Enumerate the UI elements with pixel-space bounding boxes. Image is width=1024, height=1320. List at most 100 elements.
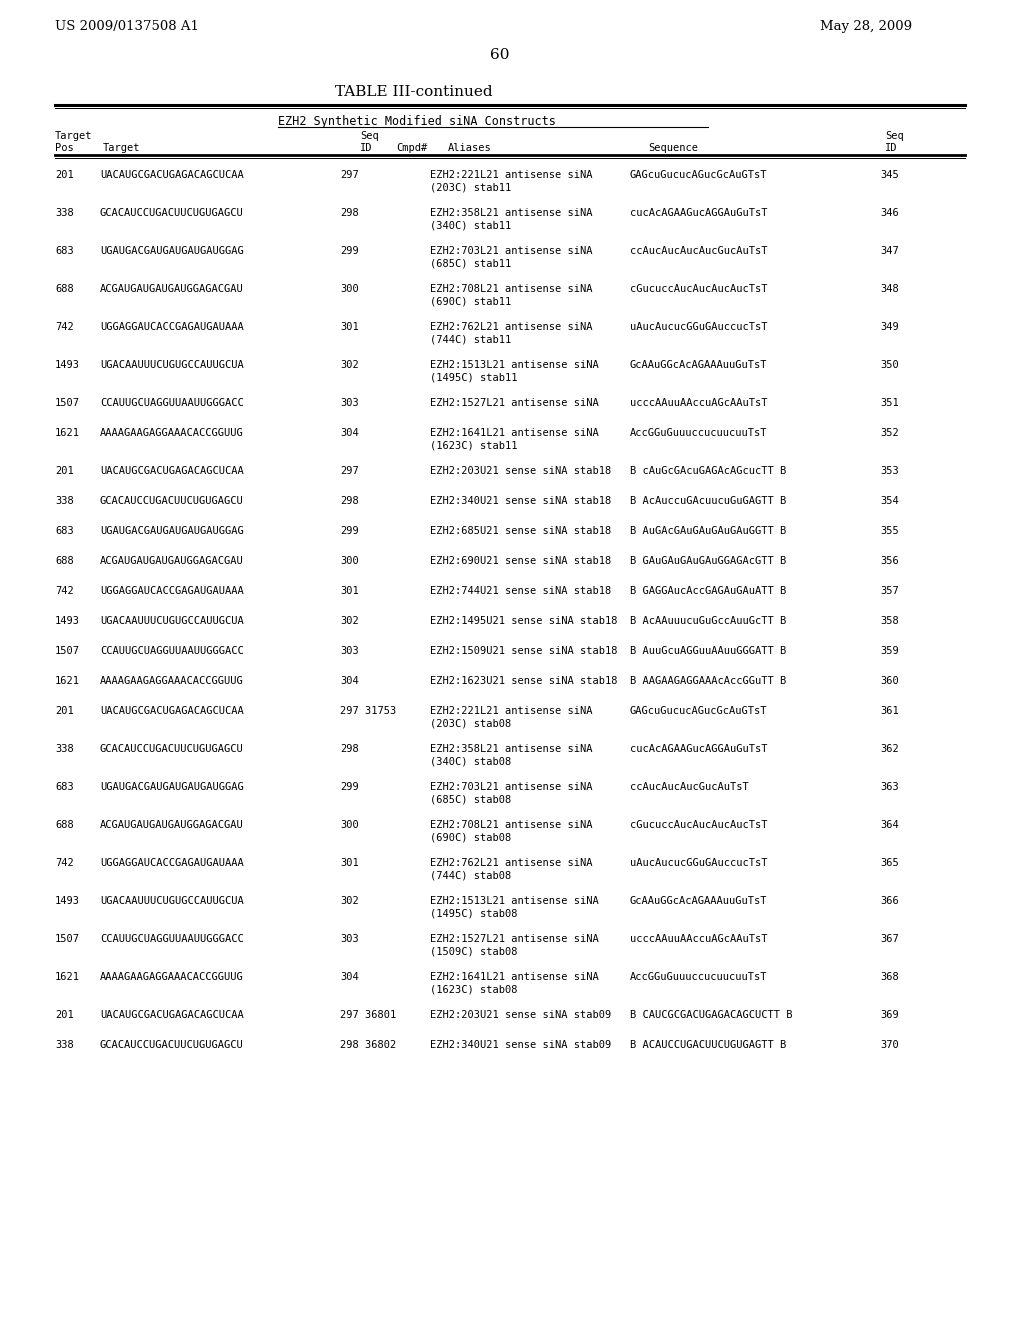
Text: 366: 366 [880,896,899,906]
Text: ccAucAucAucAucGucAuTsT: ccAucAucAucAucGucAuTsT [630,246,768,256]
Text: B AuGAcGAuGAuGAuGAuGGTT B: B AuGAcGAuGAuGAuGAuGGTT B [630,525,786,536]
Text: 350: 350 [880,360,899,370]
Text: 351: 351 [880,399,899,408]
Text: EZH2:703L21 antisense siNA: EZH2:703L21 antisense siNA [430,781,593,792]
Text: cucAcAGAAGucAGGAuGuTsT: cucAcAGAAGucAGGAuGuTsT [630,209,768,218]
Text: EZH2:1527L21 antisense siNA: EZH2:1527L21 antisense siNA [430,399,599,408]
Text: 1507: 1507 [55,399,80,408]
Text: UACAUGCGACUGAGACAGCUCAA: UACAUGCGACUGAGACAGCUCAA [100,1010,244,1020]
Text: ccAucAucAucGucAuTsT: ccAucAucAucGucAuTsT [630,781,749,792]
Text: 359: 359 [880,645,899,656]
Text: 302: 302 [340,896,358,906]
Text: ACGAUGAUGAUGAUGGAGACGAU: ACGAUGAUGAUGAUGGAGACGAU [100,284,244,294]
Text: 742: 742 [55,586,74,597]
Text: 346: 346 [880,209,899,218]
Text: cGucuccAucAucAucAucTsT: cGucuccAucAucAucAucTsT [630,820,768,830]
Text: cucAcAGAAGucAGGAuGuTsT: cucAcAGAAGucAGGAuGuTsT [630,744,768,754]
Text: 338: 338 [55,1040,74,1049]
Text: 688: 688 [55,820,74,830]
Text: 298: 298 [340,744,358,754]
Text: EZH2:762L21 antisense siNA: EZH2:762L21 antisense siNA [430,322,593,333]
Text: 302: 302 [340,360,358,370]
Text: 304: 304 [340,428,358,438]
Text: ucccAAuuAAccuAGcAAuTsT: ucccAAuuAAccuAGcAAuTsT [630,935,768,944]
Text: EZH2:690U21 sense siNA stab18: EZH2:690U21 sense siNA stab18 [430,556,611,566]
Text: UGAUGACGAUGAUGAUGAUGGAG: UGAUGACGAUGAUGAUGAUGGAG [100,781,244,792]
Text: 338: 338 [55,209,74,218]
Text: 298: 298 [340,496,358,506]
Text: UGACAAUUUCUGUGCCAUUGCUA: UGACAAUUUCUGUGCCAUUGCUA [100,896,244,906]
Text: 297: 297 [340,170,358,180]
Text: B AAGAAGAGGAAAcAccGGuTT B: B AAGAAGAGGAAAcAccGGuTT B [630,676,786,686]
Text: EZH2:1641L21 antisense siNA: EZH2:1641L21 antisense siNA [430,972,599,982]
Text: 742: 742 [55,322,74,333]
Text: EZH2:1495U21 sense siNA stab18: EZH2:1495U21 sense siNA stab18 [430,616,617,626]
Text: (340C) stab11: (340C) stab11 [430,220,511,230]
Text: B CAUCGCGACUGAGACAGCUCTT B: B CAUCGCGACUGAGACAGCUCTT B [630,1010,793,1020]
Text: 348: 348 [880,284,899,294]
Text: 368: 368 [880,972,899,982]
Text: ID: ID [885,143,897,153]
Text: UGAUGACGAUGAUGAUGAUGGAG: UGAUGACGAUGAUGAUGAUGGAG [100,246,244,256]
Text: 352: 352 [880,428,899,438]
Text: (1509C) stab08: (1509C) stab08 [430,946,517,956]
Text: Target: Target [103,143,140,153]
Text: EZH2 Synthetic Modified siNA Constructs: EZH2 Synthetic Modified siNA Constructs [278,115,556,128]
Text: EZH2:340U21 sense siNA stab18: EZH2:340U21 sense siNA stab18 [430,496,611,506]
Text: 370: 370 [880,1040,899,1049]
Text: EZH2:708L21 antisense siNA: EZH2:708L21 antisense siNA [430,284,593,294]
Text: UGGAGGAUCACCGAGAUGAUAAA: UGGAGGAUCACCGAGAUGAUAAA [100,322,244,333]
Text: 300: 300 [340,284,358,294]
Text: EZH2:1509U21 sense siNA stab18: EZH2:1509U21 sense siNA stab18 [430,645,617,656]
Text: (340C) stab08: (340C) stab08 [430,756,511,766]
Text: (203C) stab08: (203C) stab08 [430,718,511,729]
Text: UGACAAUUUCUGUGCCAUUGCUA: UGACAAUUUCUGUGCCAUUGCUA [100,616,244,626]
Text: Sequence: Sequence [648,143,698,153]
Text: UGAUGACGAUGAUGAUGAUGGAG: UGAUGACGAUGAUGAUGAUGGAG [100,525,244,536]
Text: 362: 362 [880,744,899,754]
Text: 1621: 1621 [55,676,80,686]
Text: (1495C) stab08: (1495C) stab08 [430,908,517,917]
Text: 347: 347 [880,246,899,256]
Text: 364: 364 [880,820,899,830]
Text: EZH2:221L21 antisense siNA: EZH2:221L21 antisense siNA [430,170,593,180]
Text: ACGAUGAUGAUGAUGGAGACGAU: ACGAUGAUGAUGAUGGAGACGAU [100,820,244,830]
Text: Cmpd#: Cmpd# [396,143,427,153]
Text: B AcAAuuucuGuGccAuuGcTT B: B AcAAuuucuGuGccAuuGcTT B [630,616,786,626]
Text: 367: 367 [880,935,899,944]
Text: 353: 353 [880,466,899,477]
Text: 303: 303 [340,935,358,944]
Text: 363: 363 [880,781,899,792]
Text: TABLE III-continued: TABLE III-continued [335,84,493,99]
Text: May 28, 2009: May 28, 2009 [820,20,912,33]
Text: UACAUGCGACUGAGACAGCUCAA: UACAUGCGACUGAGACAGCUCAA [100,706,244,715]
Text: EZH2:221L21 antisense siNA: EZH2:221L21 antisense siNA [430,706,593,715]
Text: EZH2:703L21 antisense siNA: EZH2:703L21 antisense siNA [430,246,593,256]
Text: GAGcuGucucAGucGcAuGTsT: GAGcuGucucAGucGcAuGTsT [630,706,768,715]
Text: GAGcuGucucAGucGcAuGTsT: GAGcuGucucAGucGcAuGTsT [630,170,768,180]
Text: 354: 354 [880,496,899,506]
Text: EZH2:358L21 antisense siNA: EZH2:358L21 antisense siNA [430,209,593,218]
Text: EZH2:1641L21 antisense siNA: EZH2:1641L21 antisense siNA [430,428,599,438]
Text: 1621: 1621 [55,428,80,438]
Text: 349: 349 [880,322,899,333]
Text: Seq: Seq [360,131,379,141]
Text: (685C) stab08: (685C) stab08 [430,795,511,804]
Text: B AcAuccuGAcuucuGuGAGTT B: B AcAuccuGAcuucuGuGAGTT B [630,496,786,506]
Text: (690C) stab11: (690C) stab11 [430,296,511,306]
Text: 683: 683 [55,246,74,256]
Text: ID: ID [360,143,373,153]
Text: 298 36802: 298 36802 [340,1040,396,1049]
Text: 201: 201 [55,1010,74,1020]
Text: AAAAGAAGAGGAAACACCGGUUG: AAAAGAAGAGGAAACACCGGUUG [100,428,244,438]
Text: (690C) stab08: (690C) stab08 [430,832,511,842]
Text: 360: 360 [880,676,899,686]
Text: EZH2:340U21 sense siNA stab09: EZH2:340U21 sense siNA stab09 [430,1040,611,1049]
Text: 201: 201 [55,466,74,477]
Text: Seq: Seq [885,131,904,141]
Text: AAAAGAAGAGGAAACACCGGUUG: AAAAGAAGAGGAAACACCGGUUG [100,972,244,982]
Text: EZH2:203U21 sense siNA stab18: EZH2:203U21 sense siNA stab18 [430,466,611,477]
Text: 1621: 1621 [55,972,80,982]
Text: AccGGuGuuuccucuucuuTsT: AccGGuGuuuccucuucuuTsT [630,428,768,438]
Text: CCAUUGCUAGGUUAAUUGGGACC: CCAUUGCUAGGUUAAUUGGGACC [100,935,244,944]
